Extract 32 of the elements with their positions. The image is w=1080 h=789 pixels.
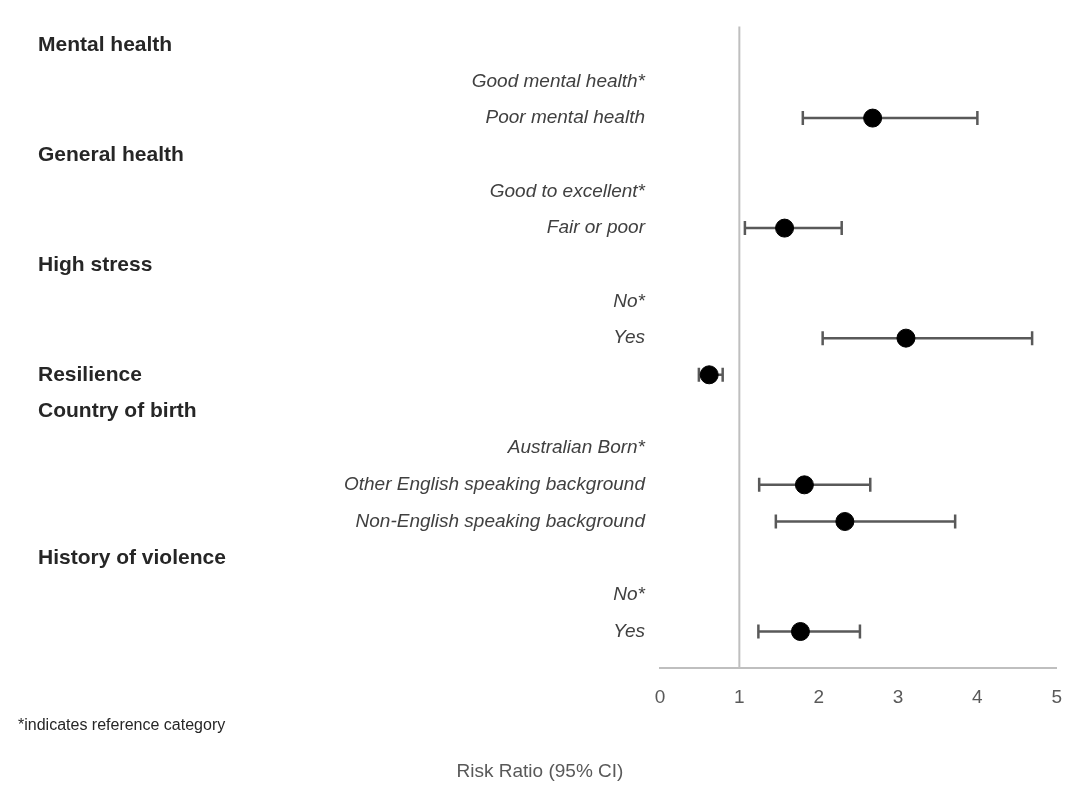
x-tick-label: 1 [734,685,745,707]
y-tick-label: Fair or poor [546,216,646,238]
y2-tick-label: General health [38,141,184,165]
y2-tick-label: History of violence [38,544,226,568]
y-tick-label: Yes [613,619,646,641]
x-tick-label: 2 [813,685,824,707]
x-tick-label: 4 [972,685,984,707]
x-tick-label: 5 [1051,685,1063,707]
y-tick-label: No* [613,583,646,605]
y-tick-label: Good to excellent* [489,179,646,201]
y-tick-label: Yes [613,326,646,348]
y-tick-label: Australian Born* [506,436,646,458]
point [699,365,719,385]
y-tick-label: Other English speaking background [343,473,647,495]
point [863,108,883,128]
y2-tick-label: Resilience [38,361,142,385]
x-tick-label: 0 [654,685,666,707]
y2-tick-label: High stress [38,251,153,275]
y2-tick-label: Country of birth [38,398,197,422]
point [794,475,814,495]
y-tick-label: Good mental health* [471,69,646,91]
y2-tick-label: Mental health [38,31,173,55]
y-tick-label: Non-English speaking background [355,509,647,531]
x-tick-label: 3 [892,685,904,707]
y-tick-label: Poor mental health [485,106,645,128]
text: *indicates reference category [18,716,226,734]
point [835,512,855,531]
y-tick-label: No* [613,289,646,311]
point [896,328,916,348]
point [790,622,810,642]
point [775,218,795,238]
x-axis-title: Risk Ratio (95% CI) [455,760,625,782]
